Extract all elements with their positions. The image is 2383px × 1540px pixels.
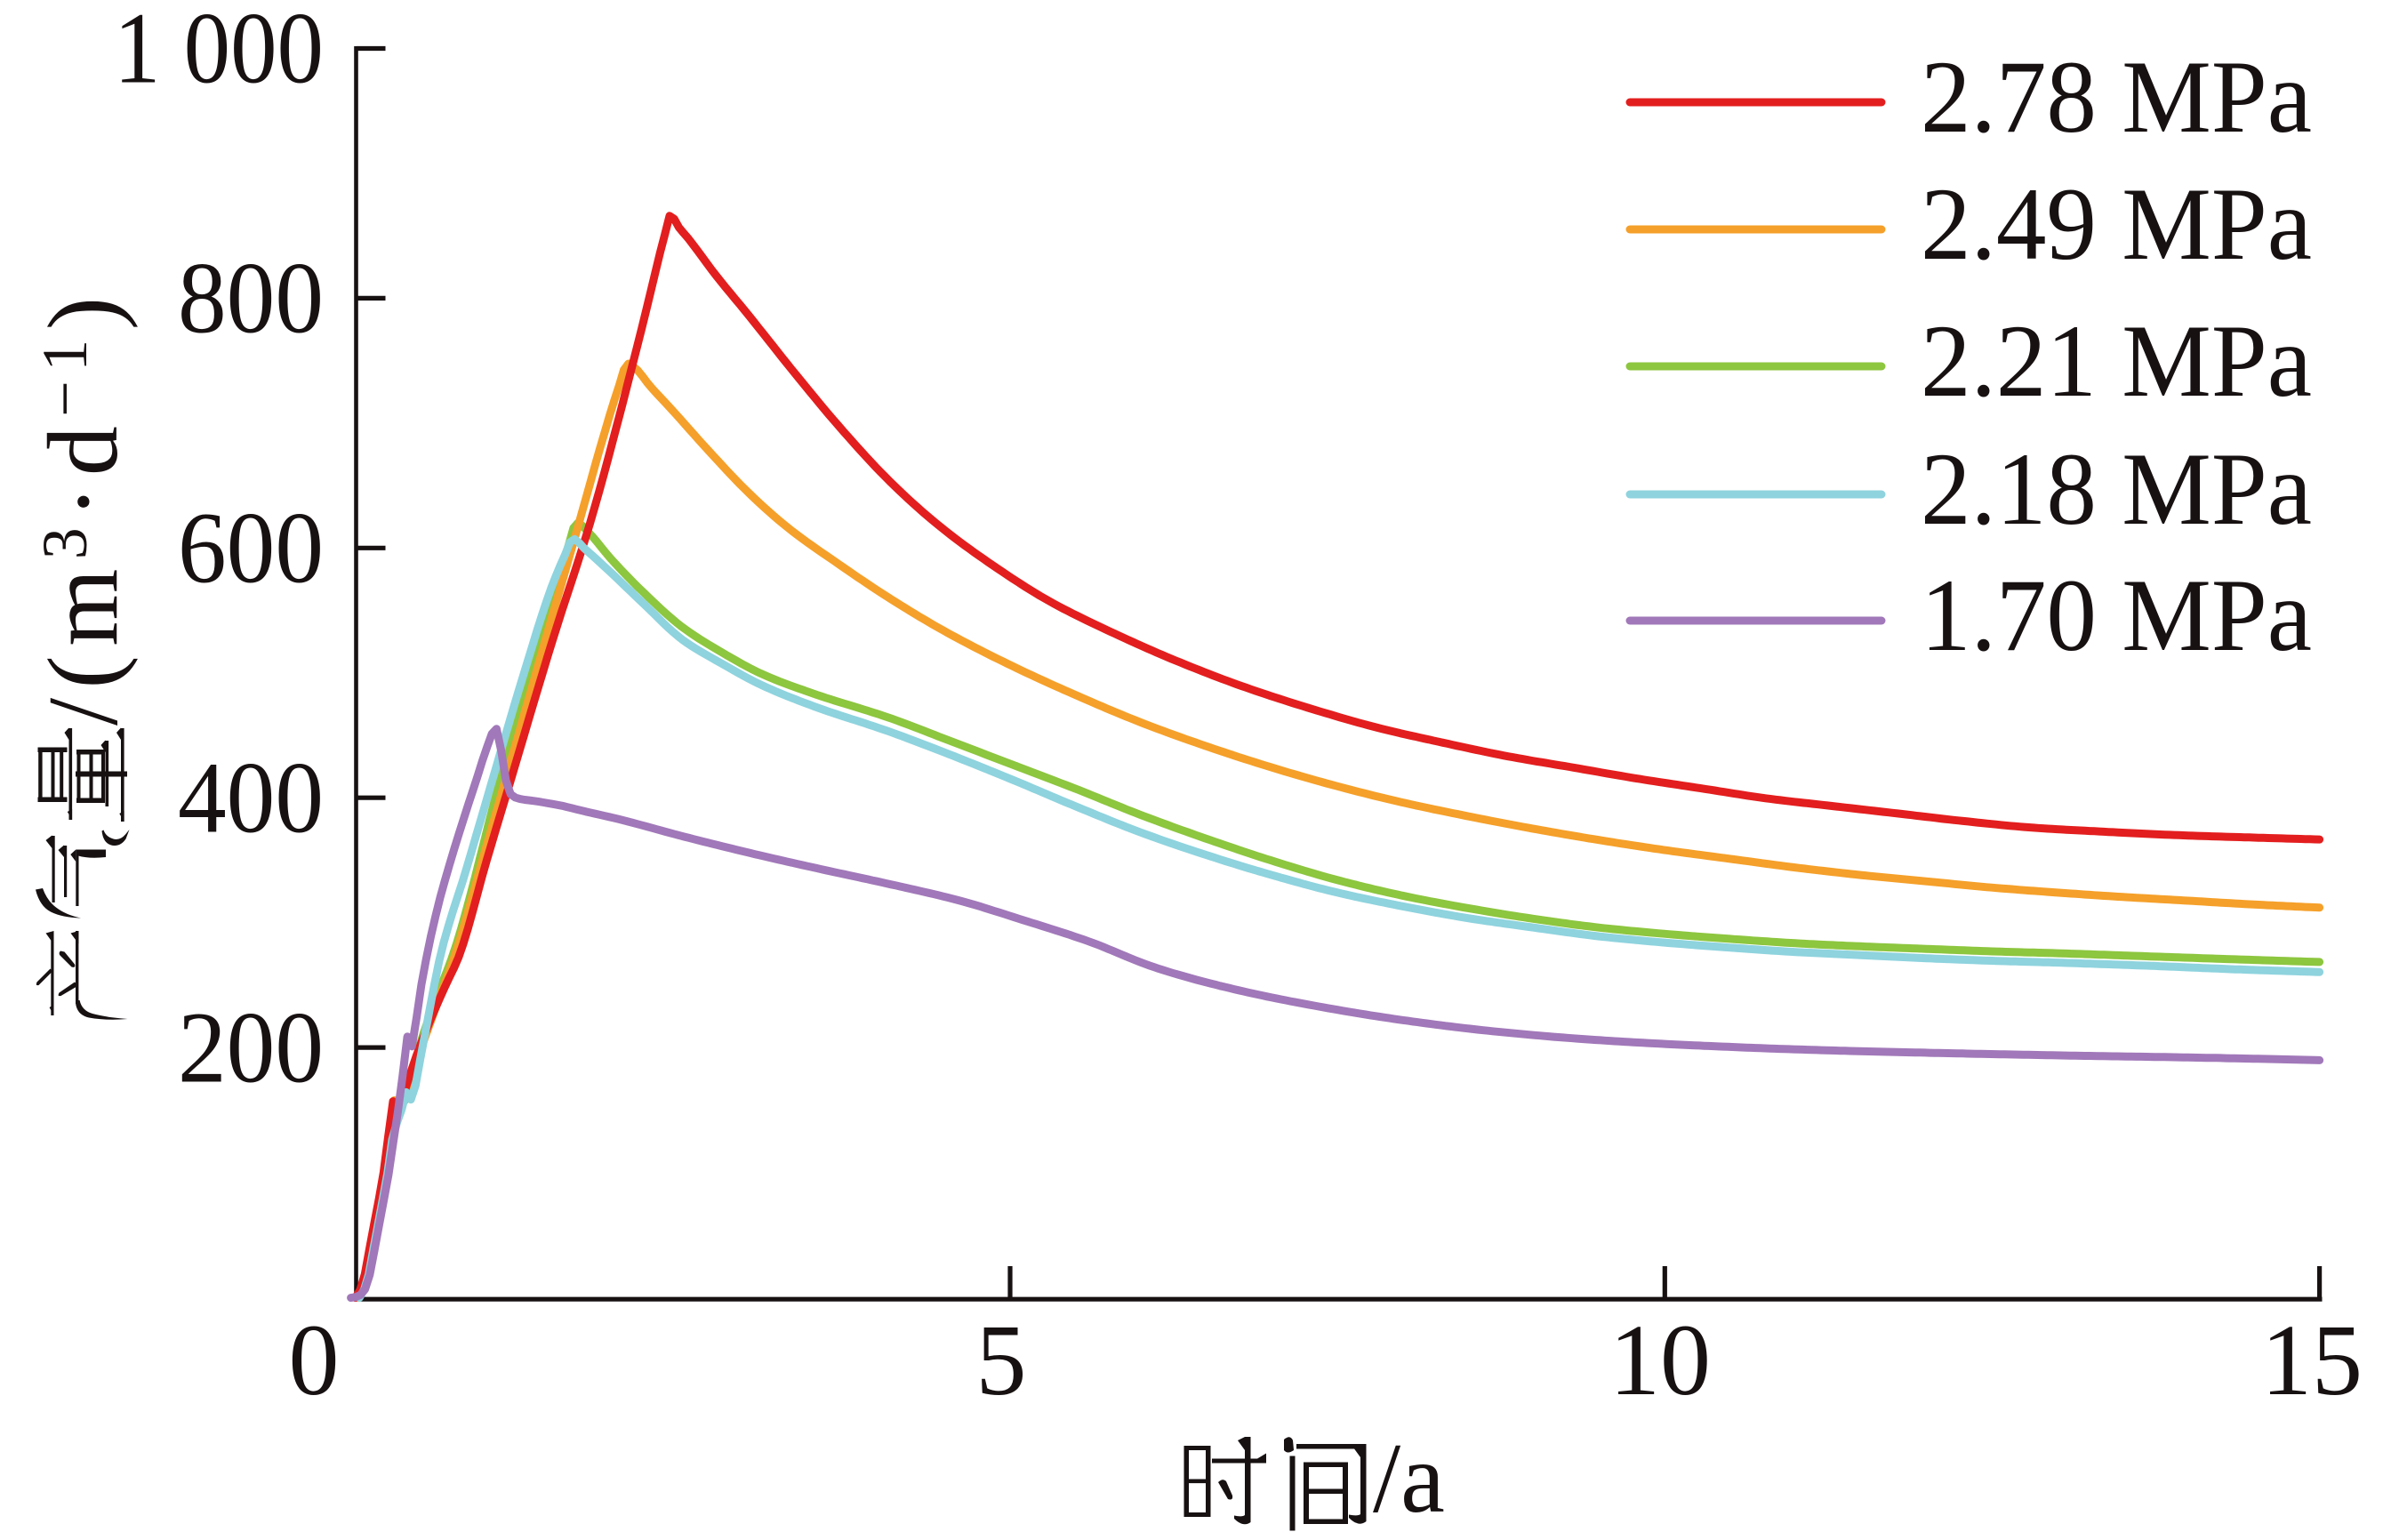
svg-text:200: 200 bbox=[178, 991, 324, 1104]
svg-text:/a: /a bbox=[1373, 1424, 1445, 1534]
svg-text:2.21 MPa: 2.21 MPa bbox=[1921, 304, 2312, 419]
svg-text:2.18 MPa: 2.18 MPa bbox=[1921, 432, 2312, 547]
svg-text:5: 5 bbox=[976, 1303, 1027, 1416]
svg-text:800: 800 bbox=[178, 242, 324, 355]
svg-text:15: 15 bbox=[2261, 1303, 2363, 1416]
svg-text:1 000: 1 000 bbox=[114, 0, 324, 105]
svg-text:2.49 MPa: 2.49 MPa bbox=[1921, 167, 2312, 282]
svg-text:1.70 MPa: 1.70 MPa bbox=[1921, 558, 2312, 673]
svg-text:0: 0 bbox=[289, 1303, 340, 1416]
svg-text:2.78 MPa: 2.78 MPa bbox=[1921, 40, 2312, 155]
svg-text:600: 600 bbox=[178, 492, 324, 605]
svg-text:10: 10 bbox=[1609, 1303, 1711, 1416]
svg-text:400: 400 bbox=[178, 742, 324, 854]
